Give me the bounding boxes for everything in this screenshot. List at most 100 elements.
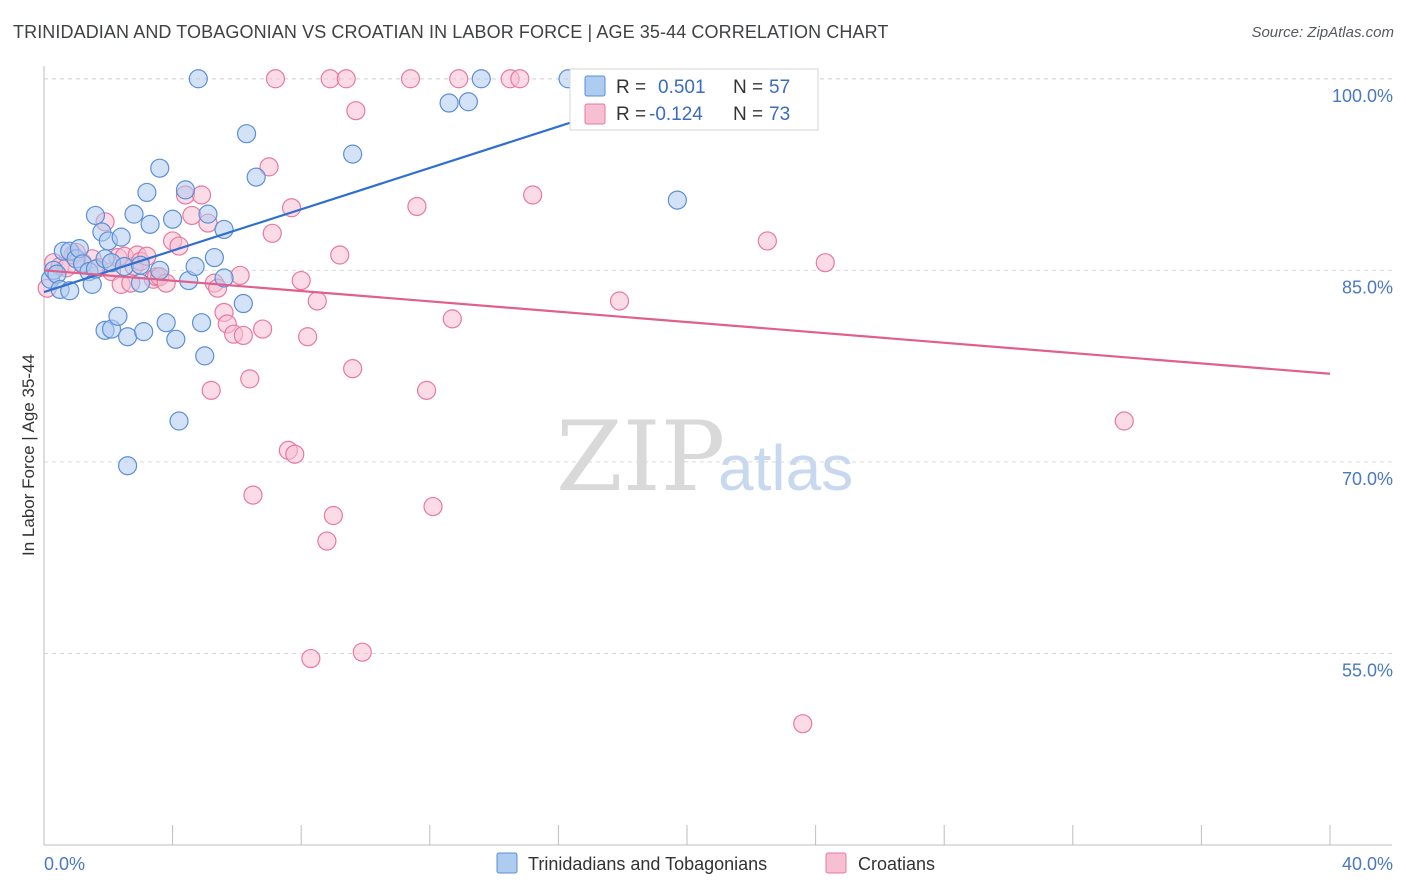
croatian-point bbox=[815, 253, 835, 273]
croatian-point bbox=[307, 291, 327, 311]
croatian-point bbox=[262, 223, 282, 243]
croatian-point bbox=[336, 69, 356, 89]
series-legend-label-pink: Croatians bbox=[858, 854, 935, 874]
trinidadian-point bbox=[198, 204, 218, 224]
trinidadian-point bbox=[214, 268, 234, 288]
croatian-point bbox=[423, 496, 443, 517]
croatian-point bbox=[230, 265, 250, 286]
legend-r-value-blue: 0.501 bbox=[658, 77, 706, 98]
croatian-point bbox=[285, 444, 305, 464]
croatian-point bbox=[317, 531, 337, 551]
croatian-point bbox=[330, 245, 350, 265]
trinidadian-point bbox=[458, 92, 478, 112]
chart-title: TRINIDADIAN AND TOBAGONIAN VS CROATIAN I… bbox=[13, 22, 889, 42]
croatian-point bbox=[510, 69, 530, 89]
legend-n-label-pink: N = bbox=[733, 104, 763, 125]
croatian-point bbox=[346, 101, 366, 121]
legend-r-label-blue: R = bbox=[616, 77, 646, 98]
series-legend-swatch-blue bbox=[496, 852, 518, 874]
trinidadian-point bbox=[471, 69, 491, 89]
x-tick-label: 0.0% bbox=[44, 854, 85, 874]
trinidadian-point bbox=[185, 256, 205, 277]
y-tick-label: 70.0% bbox=[1342, 469, 1393, 489]
croatian-point bbox=[301, 648, 321, 669]
stats-legend-box bbox=[569, 68, 819, 131]
trinidadian-point bbox=[156, 313, 176, 333]
stats-legend: R = 0.501 N = 57 R = -0.124 N = 73 bbox=[569, 68, 819, 131]
croatian-point bbox=[182, 205, 202, 226]
croatian-point bbox=[352, 642, 372, 662]
trinidadian-point bbox=[343, 144, 363, 164]
trinidadian-point bbox=[111, 227, 131, 247]
croatian-point bbox=[757, 231, 777, 251]
y-tick-label: 55.0% bbox=[1342, 660, 1393, 680]
trinidadian-point bbox=[188, 69, 208, 89]
y-tick-label: 85.0% bbox=[1342, 277, 1393, 297]
trinidadian-point bbox=[169, 411, 189, 431]
croatian-point bbox=[233, 325, 253, 346]
croatian-point bbox=[265, 69, 286, 89]
trinidadian-point bbox=[140, 214, 160, 234]
trinidadian-point bbox=[124, 204, 144, 224]
watermark: ZIP atlas bbox=[556, 401, 853, 513]
croatian-point bbox=[291, 270, 311, 291]
croatian-point bbox=[240, 369, 260, 389]
croatian-point bbox=[609, 291, 630, 311]
trinidadian-point bbox=[166, 329, 186, 349]
trinidadian-point bbox=[667, 190, 687, 210]
legend-n-value-pink: 73 bbox=[769, 104, 790, 125]
gridlines bbox=[44, 78, 1392, 654]
series-legend: Trinidadians and Tobagonians Croatians bbox=[496, 852, 935, 874]
trinidadian-point bbox=[85, 205, 106, 226]
croatian-point bbox=[1114, 411, 1134, 431]
croatian-point bbox=[442, 309, 462, 329]
croatian-point bbox=[259, 157, 279, 177]
croatian-point bbox=[400, 69, 421, 89]
legend-r-value-pink: -0.124 bbox=[649, 104, 703, 125]
legend-swatch-blue bbox=[584, 75, 606, 97]
trinidadian-point bbox=[117, 327, 138, 347]
trinidadian-point bbox=[214, 219, 234, 240]
watermark-zip: ZIP bbox=[556, 401, 725, 513]
x-tick-labels: 0.0% 40.0% bbox=[44, 854, 1393, 874]
trinidadian-point bbox=[236, 124, 257, 144]
trinidadian-point bbox=[137, 182, 157, 203]
trinidadian-point bbox=[191, 313, 212, 333]
legend-r-label-pink: R = bbox=[616, 104, 646, 125]
legend-n-value-blue: 57 bbox=[769, 77, 790, 98]
croatian-point bbox=[407, 196, 427, 217]
x-tick-label: 40.0% bbox=[1342, 854, 1393, 874]
trinidadian-point bbox=[117, 456, 138, 476]
trinidadian-point bbox=[246, 167, 266, 187]
croatian-point bbox=[191, 185, 212, 205]
y-axis-label: In Labor Force | Age 35-44 bbox=[19, 354, 38, 556]
trinidadian-point bbox=[108, 306, 128, 326]
trinidadian-point bbox=[150, 260, 170, 280]
croatian-point bbox=[416, 380, 437, 400]
legend-swatch-pink bbox=[584, 103, 606, 125]
trinidadian-point bbox=[233, 293, 253, 314]
croatian-trend-line bbox=[43, 269, 1331, 375]
croatian-point bbox=[253, 319, 273, 339]
legend-n-label-blue: N = bbox=[733, 77, 763, 98]
croatian-point bbox=[320, 69, 340, 89]
croatian-point bbox=[343, 359, 363, 379]
source-label: Source: ZipAtlas.com bbox=[1251, 24, 1394, 41]
trinidadian-point bbox=[150, 158, 170, 178]
trinidadian-point bbox=[204, 247, 224, 268]
croatian-point bbox=[281, 198, 302, 218]
croatian-point bbox=[243, 485, 263, 505]
croatian-point bbox=[523, 185, 543, 205]
y-tick-label: 100.0% bbox=[1332, 86, 1393, 106]
croatian-point bbox=[793, 714, 813, 734]
series-legend-swatch-pink bbox=[825, 852, 847, 874]
croatian-point bbox=[449, 69, 469, 89]
trinidadian-point bbox=[439, 93, 459, 113]
croatian-point bbox=[298, 327, 318, 347]
trinidadian-point bbox=[195, 346, 215, 366]
watermark-atlas: atlas bbox=[718, 432, 853, 504]
trinidadian-point bbox=[134, 322, 154, 342]
trinidadian-point bbox=[163, 209, 183, 229]
trinidadian-point bbox=[175, 180, 196, 200]
